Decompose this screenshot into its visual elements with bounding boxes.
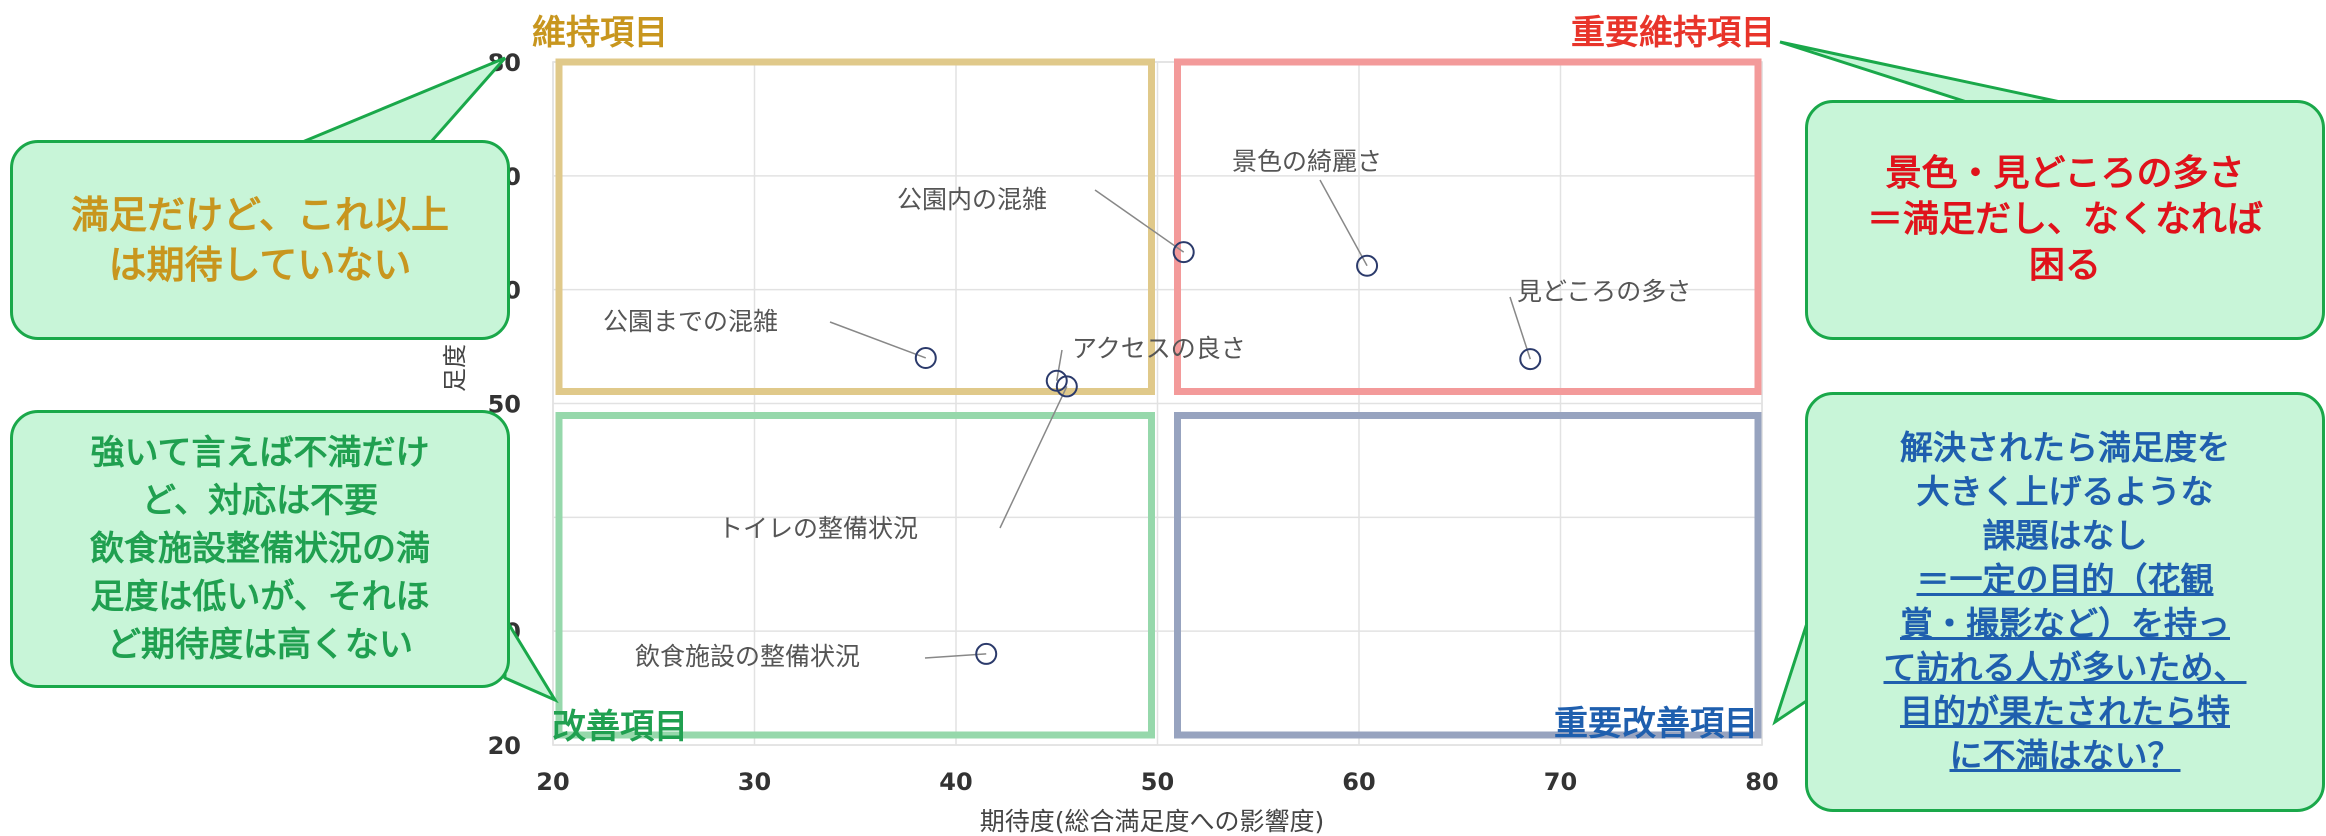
leader-line (1319, 179, 1368, 267)
data-point-label: 景色の綺麗さ (1232, 147, 1382, 176)
data-point-label: 公園内の混雑 (897, 185, 1047, 214)
callout-important-maintain-line: ＝満足だし、なくなれば (1866, 199, 2263, 240)
grid-lines (552, 61, 1763, 746)
quadrant-box-improve (555, 412, 1155, 739)
callout-improve-line: ど期待度は高くない (107, 625, 413, 665)
callout-important-improve-underlined-line: 賞・撮影など）を持っ (1900, 604, 2230, 643)
data-point (1519, 348, 1542, 371)
callout-important-improve-underlined-line: 目的が果たされたら特 (1900, 692, 2230, 731)
x-tick-label: 20 (536, 768, 569, 796)
callout-improve: 強いて言えば不満だけ ど、対応は不要 飲食施設整備状況の満 足度は低いが、それほ… (10, 410, 510, 688)
callout-maintain: 満足だけど、これ以上 は期待していない (10, 140, 510, 340)
callout-pointer-improve (503, 612, 559, 704)
quadrant-box-important-improve (1174, 412, 1762, 739)
quadrant-title-important-maintain: 重要維持項目 (1571, 13, 1775, 53)
callout-maintain-line: 満足だけど、これ以上 (70, 193, 450, 237)
leader-line (1056, 349, 1063, 381)
data-point (1172, 241, 1195, 264)
x-tick-label: 50 (1141, 768, 1174, 796)
callout-improve-line: ど、対応は不要 (141, 481, 379, 521)
data-point-label: 見どころの多さ (1517, 277, 1691, 306)
callout-maintain-line: は期待していない (108, 243, 412, 287)
callout-important-maintain: 景色・見どころの多さ ＝満足だし、なくなれば 困る (1805, 100, 2325, 340)
callout-pointer-maintain (299, 56, 507, 145)
leader-line (999, 386, 1068, 529)
x-tick-label: 40 (939, 768, 972, 796)
data-point (975, 642, 998, 665)
leader-line (829, 321, 927, 359)
x-tick-label: 70 (1544, 768, 1577, 796)
data-point (1356, 254, 1379, 277)
callout-improve-line: 足度は低いが、それほ (90, 577, 430, 617)
y-axis-label: 足度 (441, 344, 469, 392)
callout-important-improve-line: 解決されたら満足度を (1900, 428, 2230, 467)
x-tick-label: 60 (1342, 768, 1375, 796)
y-tick-label: 20 (488, 732, 521, 760)
quadrant-box-important-maintain (1174, 58, 1762, 395)
quadrant-title-improve: 改善項目 (552, 707, 688, 747)
x-tick-label: 30 (738, 768, 771, 796)
data-points (914, 241, 1542, 665)
callout-important-improve-underlined-line: に不満はない？ (1949, 736, 2181, 775)
callout-important-improve-underlined-line: て訪れる人が多いため、 (1883, 648, 2247, 687)
callout-improve-line: 飲食施設整備状況の満 (90, 529, 430, 569)
callout-improve-line: 強いて言えば不満だけ (90, 433, 430, 473)
data-point-label: アクセスの良さ (1072, 334, 1246, 363)
quadrant-title-maintain: 維持項目 (532, 13, 668, 53)
quadrant-boxes (555, 58, 1762, 739)
leader-line (1094, 189, 1185, 253)
callout-important-maintain-line: 困る (2028, 245, 2101, 286)
callout-pointer-important-improve (1772, 619, 1810, 726)
data-point-label: トイレの整備状況 (718, 514, 918, 543)
callout-important-improve-underlined-line: ＝一定の目的（花観 (1916, 560, 2214, 599)
data-point-label: 飲食施設の整備状況 (635, 642, 860, 671)
callout-pointer-important-maintain (1779, 40, 2066, 105)
quadrant-title-important-improve: 重要改善項目 (1554, 704, 1758, 744)
data-point (914, 346, 937, 369)
callout-important-maintain-line: 景色・見どころの多さ (1885, 153, 2245, 194)
callout-important-improve-line: 大きく上げるような (1916, 472, 2214, 511)
data-point-label: 公園までの混雑 (603, 307, 778, 336)
x-tick-label: 80 (1745, 768, 1778, 796)
callout-important-improve: 解決されたら満足度を 大きく上げるような 課題はなし ＝一定の目的（花観 賞・撮… (1805, 392, 2325, 812)
data-point (1055, 375, 1078, 398)
quadrant-box-maintain (555, 58, 1155, 395)
callout-important-improve-line: 課題はなし (1982, 516, 2148, 555)
x-axis-label: 期待度(総合満足度への影響度) (980, 807, 1325, 836)
quadrant-titles: 維持項目 重要維持項目 改善項目 重要改善項目 (532, 13, 1775, 747)
